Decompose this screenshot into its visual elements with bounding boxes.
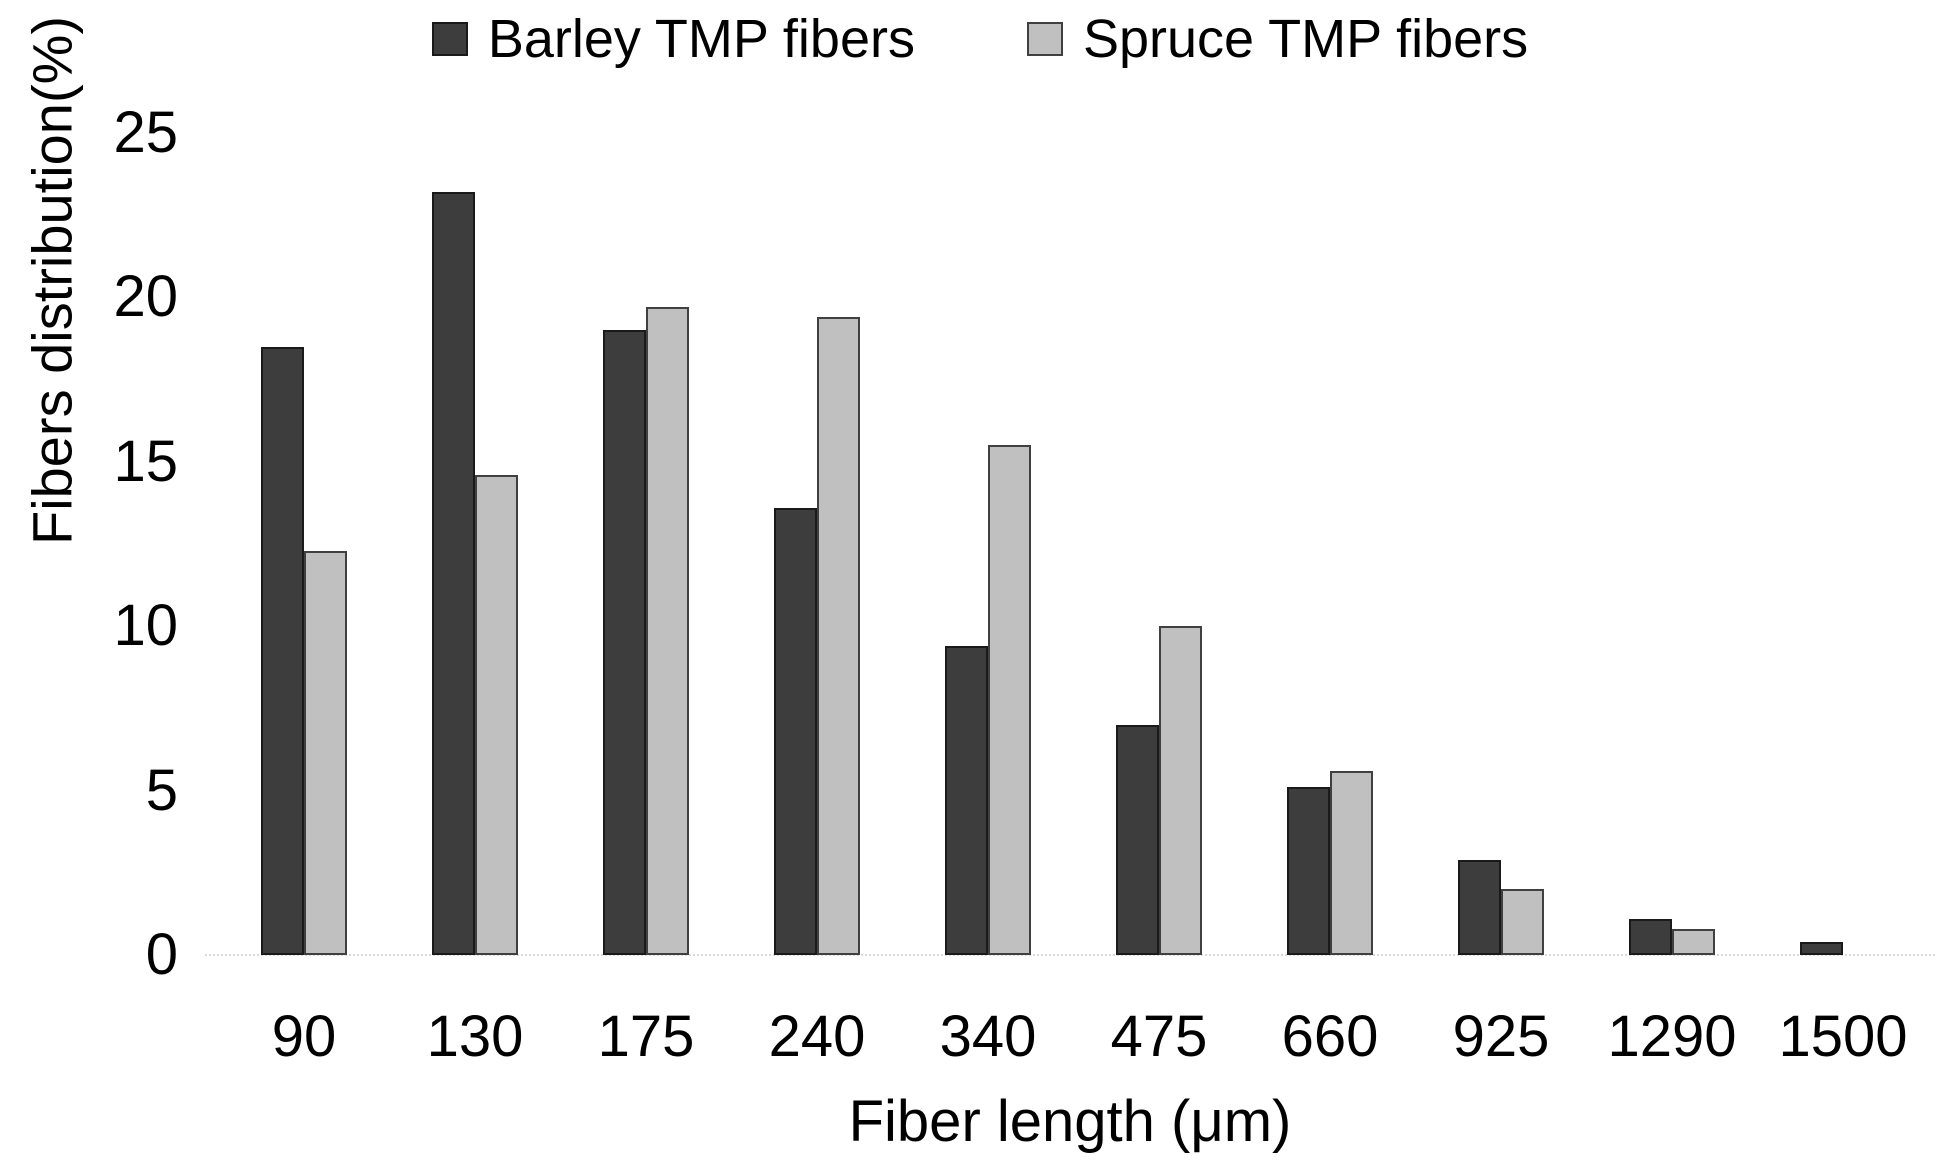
x-tick-label: 340 bbox=[939, 1004, 1037, 1069]
legend-swatch-barley bbox=[431, 22, 468, 56]
x-tick-label: 175 bbox=[597, 1004, 695, 1069]
y-tick-label: 15 bbox=[113, 428, 178, 494]
bar-spruce-90 bbox=[304, 551, 347, 955]
x-tick-label: 925 bbox=[1452, 1004, 1550, 1069]
bar-barley-475 bbox=[1116, 725, 1159, 955]
legend-entry-spruce: Spruce TMP fibers bbox=[1026, 9, 1529, 69]
x-tick-label: 1500 bbox=[1778, 1004, 1908, 1069]
y-tick-label: 5 bbox=[145, 757, 178, 823]
bar-spruce-340 bbox=[988, 445, 1031, 955]
bar-barley-90 bbox=[261, 347, 304, 955]
bar-barley-660 bbox=[1287, 787, 1330, 955]
bar-barley-340 bbox=[945, 646, 988, 955]
x-tick-label: 90 bbox=[271, 1004, 337, 1069]
x-tick-label: 130 bbox=[426, 1004, 524, 1069]
legend-swatch-spruce bbox=[1026, 22, 1063, 56]
bar-spruce-475 bbox=[1159, 626, 1202, 955]
bar-barley-925 bbox=[1458, 860, 1501, 955]
bar-barley-130 bbox=[432, 192, 475, 955]
x-axis-baseline bbox=[205, 954, 1935, 956]
bar-spruce-175 bbox=[646, 307, 689, 955]
legend-label-barley: Barley TMP fibers bbox=[487, 9, 915, 69]
bar-barley-1500 bbox=[1800, 942, 1843, 955]
bar-spruce-130 bbox=[475, 475, 518, 955]
x-tick-label: 475 bbox=[1110, 1004, 1208, 1069]
x-tick-label: 1290 bbox=[1607, 1004, 1737, 1069]
y-tick-label: 0 bbox=[145, 922, 178, 987]
bar-barley-175 bbox=[603, 330, 646, 955]
legend-entry-barley: Barley TMP fibers bbox=[431, 9, 915, 69]
bar-spruce-660 bbox=[1330, 771, 1373, 955]
x-tick-label: 240 bbox=[768, 1004, 866, 1069]
bar-spruce-925 bbox=[1501, 889, 1544, 955]
y-tick-label: 10 bbox=[113, 593, 178, 659]
bar-spruce-240 bbox=[817, 317, 860, 955]
bar-spruce-1290 bbox=[1672, 929, 1715, 955]
x-axis-title: Fiber length (μm) bbox=[848, 1089, 1292, 1154]
legend-label-spruce: Spruce TMP fibers bbox=[1082, 9, 1529, 69]
legend: Barley TMP fibers Spruce TMP fibers bbox=[0, 12, 1960, 66]
x-tick-label: 660 bbox=[1281, 1004, 1379, 1069]
bar-barley-240 bbox=[774, 508, 817, 955]
y-tick-label: 25 bbox=[113, 100, 178, 165]
bar-barley-1290 bbox=[1629, 919, 1672, 955]
y-tick-label: 20 bbox=[113, 264, 178, 330]
